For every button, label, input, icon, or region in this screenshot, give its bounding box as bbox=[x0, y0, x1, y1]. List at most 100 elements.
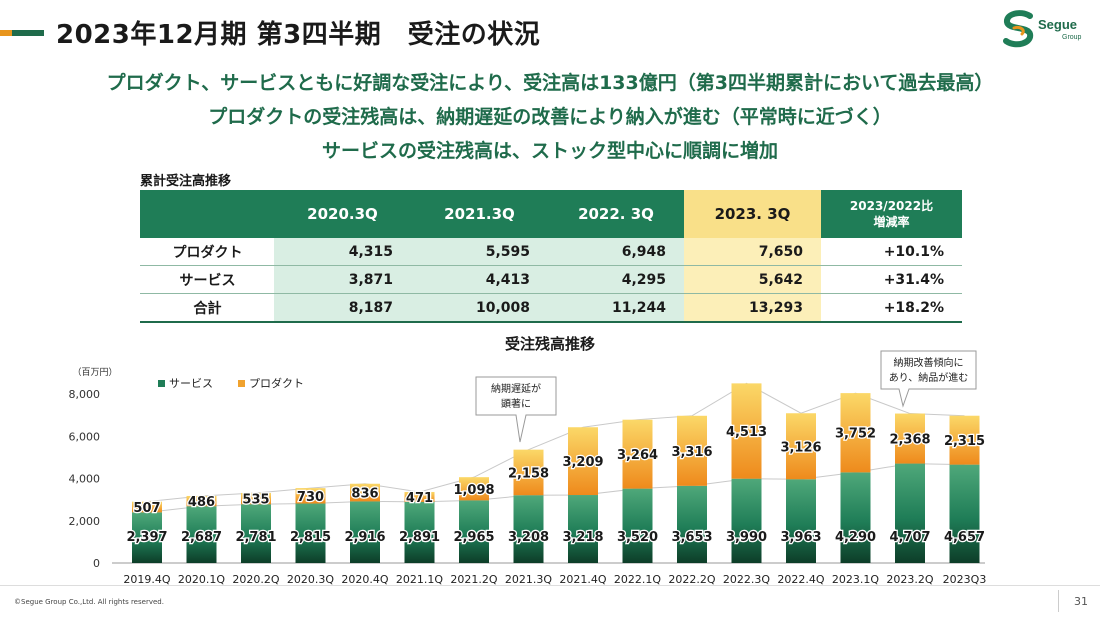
y-tick-label: 0 bbox=[93, 557, 100, 570]
table-row: 合計 8,187 10,008 11,244 13,293 +18.2% bbox=[140, 293, 962, 323]
data-label-product: 3,126 bbox=[780, 440, 821, 455]
table-cell: 4,315 bbox=[274, 238, 411, 266]
table-section-label: 累計受注高推移 bbox=[140, 174, 232, 189]
data-label-service: 2,965 bbox=[453, 530, 494, 545]
bar-product bbox=[241, 492, 271, 505]
total-top-connector bbox=[146, 382, 965, 503]
bar-service bbox=[186, 506, 217, 563]
data-label-service: 3,520 bbox=[617, 530, 658, 545]
data-label-product: 3,209 bbox=[562, 455, 603, 470]
order-backlog-chart: 0 2,000 4,000 6,000 8,000 （百万円） サービス プロダクト 2019.… bbox=[69, 350, 986, 585]
table-cell: 5,595 bbox=[411, 238, 548, 266]
bar-service bbox=[295, 503, 326, 563]
y-tick-label: 8,000 bbox=[69, 388, 101, 401]
copyright: ©Segue Group Co.,Ltd. All rights reserve… bbox=[14, 598, 164, 606]
bar-product bbox=[132, 501, 162, 513]
table-cell-highlight: 5,642 bbox=[684, 265, 821, 294]
bar-service bbox=[132, 512, 162, 563]
headline-3: サービスの受注残高は、ストック型中心に順調に増加 bbox=[321, 140, 778, 162]
y-tick-label: 4,000 bbox=[69, 473, 101, 486]
data-label-product: 730 bbox=[297, 490, 324, 505]
x-tick-label: 2022.4Q bbox=[777, 573, 824, 585]
x-tick-label: 2020.1Q bbox=[178, 573, 225, 585]
data-label-product: 535 bbox=[242, 493, 269, 508]
row-label: 合計 bbox=[140, 293, 274, 323]
bar-product bbox=[186, 495, 217, 507]
table-cell-highlight: 7,650 bbox=[684, 238, 821, 266]
data-label-service: 2,916 bbox=[344, 530, 385, 545]
bar-service bbox=[731, 478, 762, 563]
footer-separator bbox=[1058, 590, 1059, 612]
annotation-delay-text: 納期遅延が bbox=[491, 382, 541, 395]
table-cell: 4,295 bbox=[548, 265, 684, 294]
table-cell: 11,244 bbox=[548, 293, 684, 323]
data-label-product: 2,368 bbox=[889, 433, 930, 448]
data-label-product: 4,513 bbox=[726, 425, 767, 440]
annotation-improvement-box bbox=[880, 350, 977, 408]
column-header-highlight: 2023. 3Q bbox=[684, 190, 821, 238]
column-header: 2020.3Q bbox=[274, 190, 411, 238]
title-accent-bar bbox=[0, 30, 44, 36]
data-label-service: 2,815 bbox=[290, 530, 331, 545]
bar-service bbox=[677, 485, 707, 563]
x-tick-label: 2022.2Q bbox=[668, 573, 715, 585]
data-label-service: 3,653 bbox=[671, 530, 712, 545]
x-tick-label: 2023.2Q bbox=[886, 573, 933, 585]
bar-service bbox=[949, 464, 980, 563]
table-cell: 8,187 bbox=[274, 293, 411, 323]
data-label-product: 836 bbox=[351, 487, 378, 502]
x-tick-label: 2021.1Q bbox=[396, 573, 443, 585]
data-label-service: 3,218 bbox=[562, 530, 603, 545]
annotation-delay-box bbox=[475, 376, 557, 443]
table-cell: 4,413 bbox=[411, 265, 548, 294]
bar-product bbox=[513, 449, 544, 496]
rate-header-line1: 2023/2022比 bbox=[849, 199, 934, 213]
bar-service bbox=[622, 488, 653, 563]
bar-product bbox=[568, 427, 598, 496]
data-label-service: 4,707 bbox=[889, 530, 930, 545]
data-label-service: 2,891 bbox=[399, 530, 440, 545]
bar-service bbox=[513, 495, 544, 563]
legend-label-service: サービス bbox=[169, 377, 213, 390]
data-label-product: 2,158 bbox=[508, 466, 549, 481]
bar-service bbox=[786, 479, 816, 563]
bar-product bbox=[677, 415, 707, 486]
y-tick-label: 6,000 bbox=[69, 430, 101, 443]
x-tick-label: 2021.3Q bbox=[505, 573, 552, 585]
data-label-product: 507 bbox=[133, 501, 160, 516]
x-tick-label: 2020.3Q bbox=[287, 573, 334, 585]
row-label: プロダクト bbox=[140, 238, 274, 266]
chart-title: 受注残高推移 bbox=[504, 335, 595, 353]
bar-product bbox=[459, 477, 489, 501]
page-number: 31 bbox=[1074, 595, 1088, 608]
logo-subtext: Group bbox=[1062, 34, 1082, 41]
table-cell: 10,008 bbox=[411, 293, 548, 323]
data-label-service: 4,290 bbox=[835, 530, 876, 545]
column-header: 2021.3Q bbox=[411, 190, 548, 238]
bar-product bbox=[786, 413, 816, 480]
rate-cell: +18.2% bbox=[821, 293, 962, 323]
y-axis-unit: （百万円） bbox=[72, 367, 117, 378]
legend-swatch-service bbox=[158, 380, 165, 387]
data-label-product: 3,752 bbox=[835, 427, 876, 442]
data-label-product: 1,098 bbox=[453, 483, 494, 498]
bar-product bbox=[622, 419, 653, 489]
column-header: 2022. 3Q bbox=[548, 190, 684, 238]
table-row: サービス 3,871 4,413 4,295 5,642 +31.4% bbox=[140, 265, 962, 294]
headline-2: プロダクトの受注残高は、納期遅延の改善により納入が進む（平常時に近づく） bbox=[208, 106, 892, 128]
data-label-product: 3,264 bbox=[617, 448, 658, 463]
x-tick-label: 2023.1Q bbox=[832, 573, 879, 585]
bar-service bbox=[840, 472, 871, 563]
bar-service bbox=[350, 501, 380, 563]
x-tick-label: 2021.4Q bbox=[559, 573, 606, 585]
segue-logo: Segue Group bbox=[1002, 10, 1082, 50]
row-label: サービス bbox=[140, 265, 274, 294]
data-label-service: 4,657 bbox=[944, 530, 985, 545]
footer-divider bbox=[0, 585, 1100, 586]
data-label-service: 3,990 bbox=[726, 530, 767, 545]
rate-cell: +31.4% bbox=[821, 265, 962, 294]
table-header-row: 2020.3Q 2021.3Q 2022. 3Q 2023. 3Q 2023/2… bbox=[140, 190, 962, 238]
headline-1: プロダクト、サービスともに好調な受注により、受注高は133億円（第3四半期累計に… bbox=[106, 72, 994, 94]
bar-product bbox=[295, 488, 326, 504]
bar-service bbox=[895, 463, 925, 563]
